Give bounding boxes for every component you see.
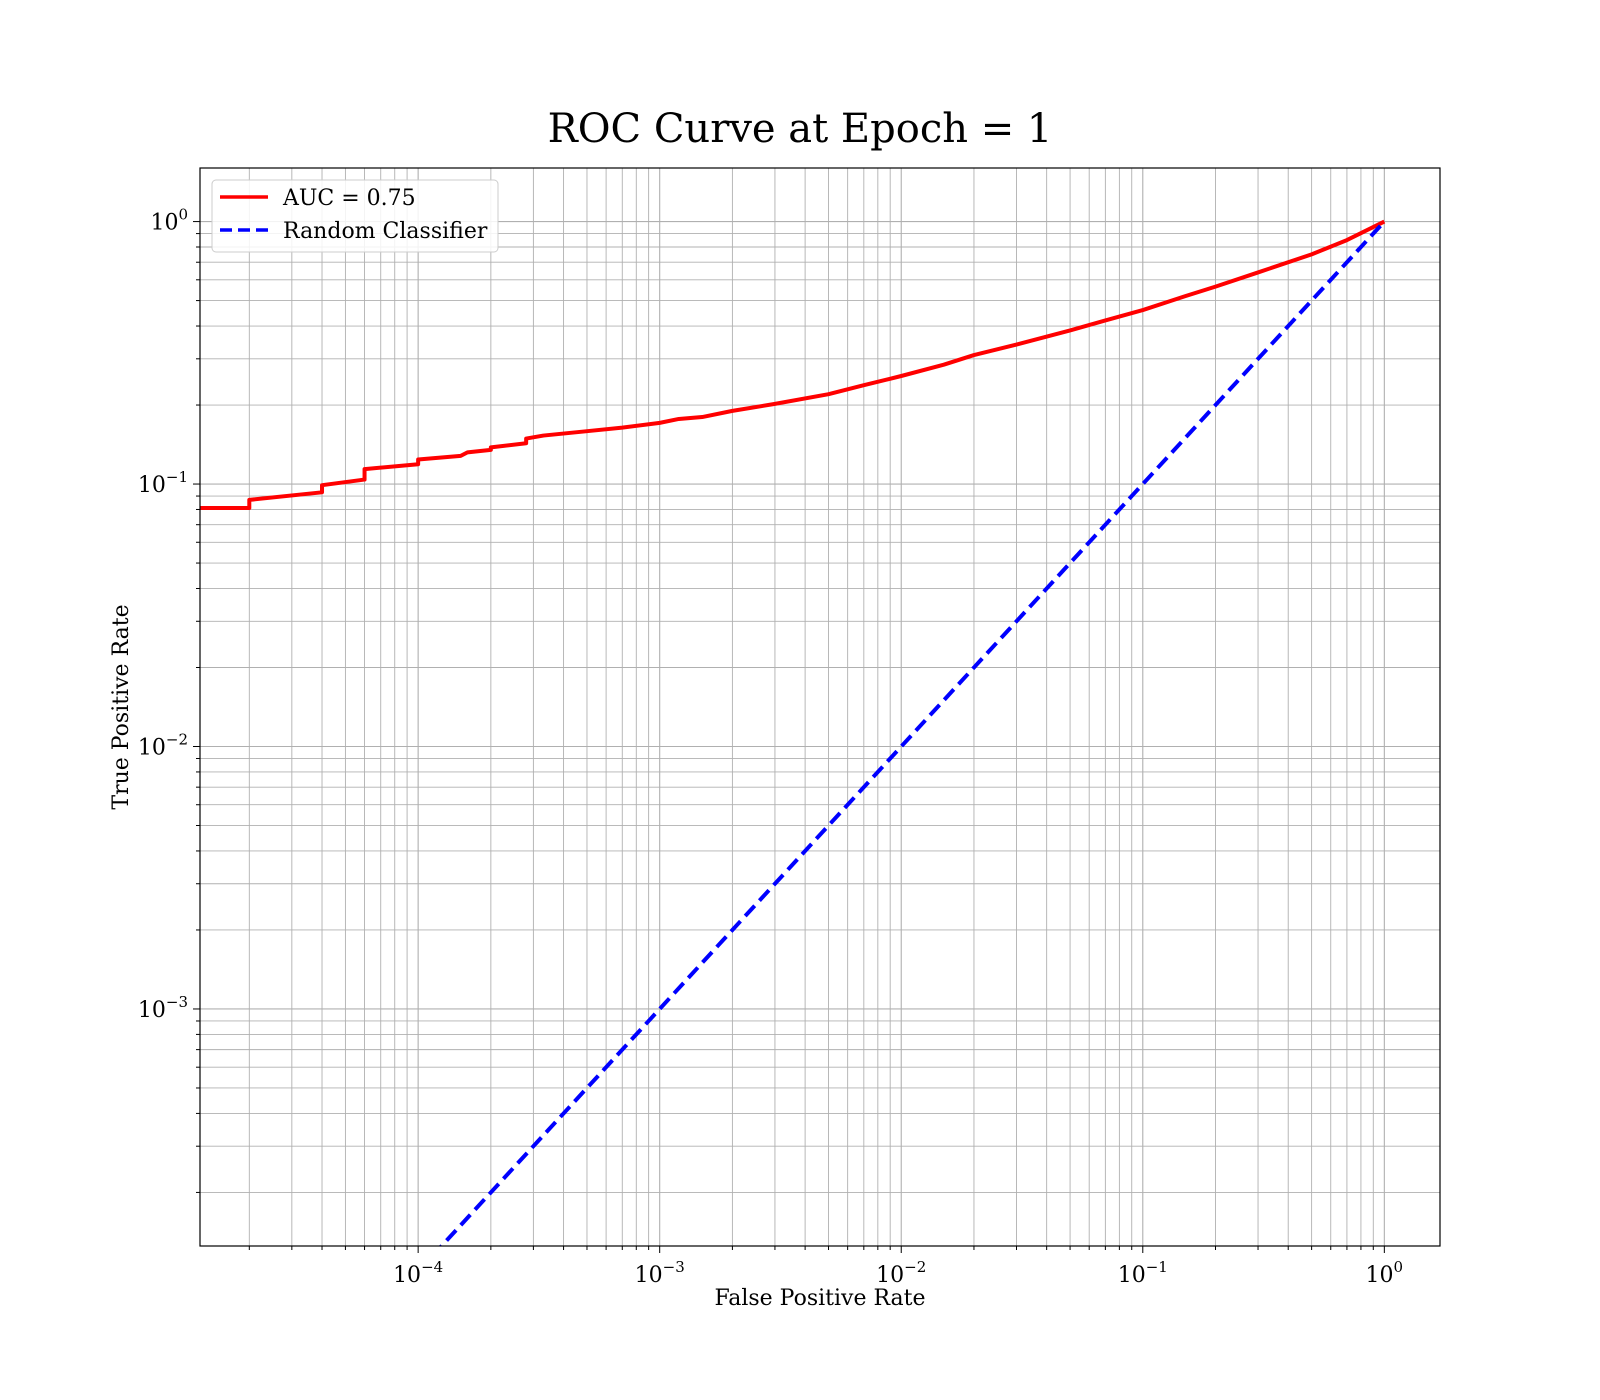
series-group: [200, 219, 1386, 1246]
x-tick-label: 10−3: [635, 1258, 685, 1288]
grid-lines: [200, 168, 1440, 1246]
x-tick-label: 10−1: [1118, 1258, 1168, 1288]
chart-title: ROC Curve at Epoch = 1: [548, 106, 1053, 152]
roc-curve-line: [200, 219, 1386, 511]
y-axis-label: True Positive Rate: [109, 604, 134, 809]
x-tick-label: 10−2: [876, 1258, 926, 1288]
x-axis-label: False Positive Rate: [714, 1286, 925, 1311]
y-tick-label: 10−1: [138, 468, 188, 498]
y-tick-label: 10−3: [138, 993, 188, 1023]
y-tick-label: 100: [150, 206, 188, 236]
legend-label-random: Random Classifier: [283, 219, 488, 244]
y-tick-label: 10−2: [138, 731, 188, 761]
plot-frame: [199, 167, 1441, 1247]
ticks-group: 10−4 10−3 10−2 10−1 100 10−3 10−2 10−1 100: [138, 206, 1403, 1288]
legend-label-auc: AUC = 0.75: [282, 186, 416, 211]
x-tick-label: 100: [1366, 1258, 1404, 1288]
random-classifier-line: [438, 220, 1386, 1246]
legend: AUC = 0.75 Random Classifier: [211, 179, 499, 253]
x-tick-label: 10−4: [393, 1258, 443, 1288]
legend-frame: [211, 179, 499, 253]
